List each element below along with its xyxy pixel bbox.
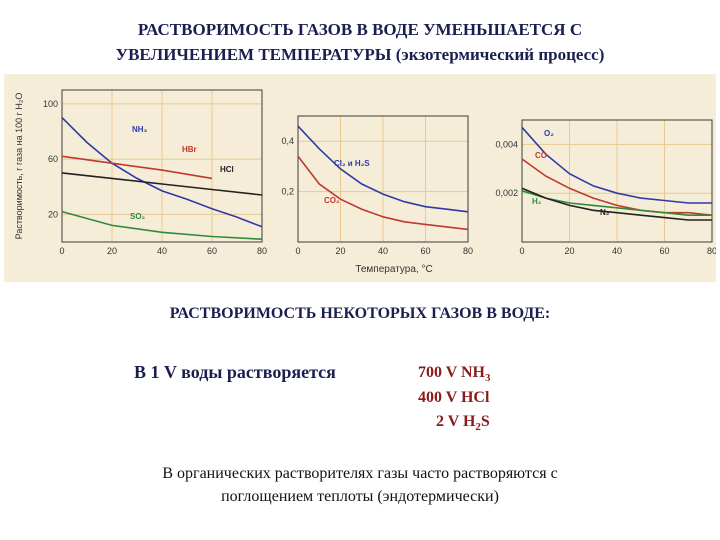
footer-note: В органических растворителях газы часто … (0, 462, 720, 508)
x-tick-label: 40 (378, 246, 388, 256)
gas-formula-subscript: 2 (475, 421, 481, 434)
title-line-1: РАСТВОРИМОСТЬ ГАЗОВ В ВОДЕ УМЕНЬШАЕТСЯ С (137, 20, 583, 39)
series-label: HBr (182, 145, 197, 154)
y-tick-label: 100 (43, 99, 58, 109)
y-tick-label: 60 (48, 154, 58, 164)
series-label: SO₂ (130, 212, 146, 221)
series-line (61, 172, 263, 196)
y-tick-label: 0,2 (281, 187, 294, 197)
x-tick-label: 0 (519, 246, 524, 256)
series-line (61, 117, 263, 228)
series-label: N₂ (600, 208, 610, 217)
x-tick-label: 20 (564, 246, 574, 256)
plot-frame (521, 119, 713, 243)
series-label: O₂ (544, 129, 554, 138)
y-tick-label: 0,4 (281, 136, 294, 146)
x-tick-label: 20 (335, 246, 345, 256)
gas-line-h2s: 2 V H2S (436, 413, 490, 433)
plot-frame (297, 115, 469, 243)
x-tick-label: 20 (107, 246, 117, 256)
series-line (521, 187, 712, 221)
x-tick-label: 40 (612, 246, 622, 256)
series-line (61, 210, 263, 240)
y-tick-label: 20 (48, 209, 58, 219)
gas-formula-subscript: 3 (484, 372, 491, 385)
y-axis-label: Растворимость, г газа на 100 г H₂O (14, 93, 24, 240)
series-line (297, 125, 469, 213)
gas-formula-text: 700 V NH (418, 364, 485, 381)
series-line (521, 158, 713, 216)
series-label: CO₂ (324, 196, 340, 205)
subtitle: РАСТВОРИМОСТЬ НЕКОТОРЫХ ГАЗОВ В ВОДЕ: (169, 305, 551, 322)
x-axis-label: Температура, °C (355, 264, 432, 275)
series-label: NH₃ (132, 125, 148, 134)
x-tick-label: 60 (207, 246, 217, 256)
x-tick-label: 60 (420, 246, 430, 256)
y-tick-label: 0,002 (495, 188, 518, 198)
x-tick-label: 80 (257, 246, 267, 256)
x-tick-label: 80 (463, 246, 473, 256)
title-line-2: УВЕЛИЧЕНИЕМ ТЕМПЕРАТУРЫ (экзотермический… (115, 45, 605, 64)
chart-panel-background (4, 74, 716, 282)
gas-formula-suffix: S (480, 413, 490, 430)
series-label: H₂ (532, 197, 542, 206)
footer-line-1: В органических растворителях газы часто … (162, 465, 558, 482)
series-line (521, 126, 712, 204)
x-tick-label: 0 (59, 246, 64, 256)
series-line (297, 155, 469, 231)
gas-formula-text: 2 V H (436, 413, 476, 430)
x-tick-label: 80 (707, 246, 716, 256)
charts-panel: 0 20 40 60 80 20 60 100 NH₃ HBr HCl SO₂ Растворимост… (4, 74, 716, 282)
x-tick-label: 0 (295, 246, 300, 256)
y-tick-label: 0,004 (495, 139, 518, 149)
gas-formula-text: 400 V HCl (418, 389, 490, 406)
dissolve-label: В 1 V воды растворяется (134, 362, 336, 382)
x-tick-label: 40 (157, 246, 167, 256)
plot-frame (61, 89, 263, 243)
series-label: CO (535, 151, 547, 160)
gas-line-hcl: 400 V HCl (418, 389, 489, 409)
series-label: HCl (220, 165, 234, 174)
gas-line-nh3: 700 V NH3 (418, 364, 490, 384)
series-label: Cl₂ и H₂S (334, 159, 370, 168)
x-tick-label: 60 (659, 246, 669, 256)
footer-line-2: поглощением теплоты (эндотермически) (221, 488, 499, 505)
series-line (61, 155, 213, 180)
